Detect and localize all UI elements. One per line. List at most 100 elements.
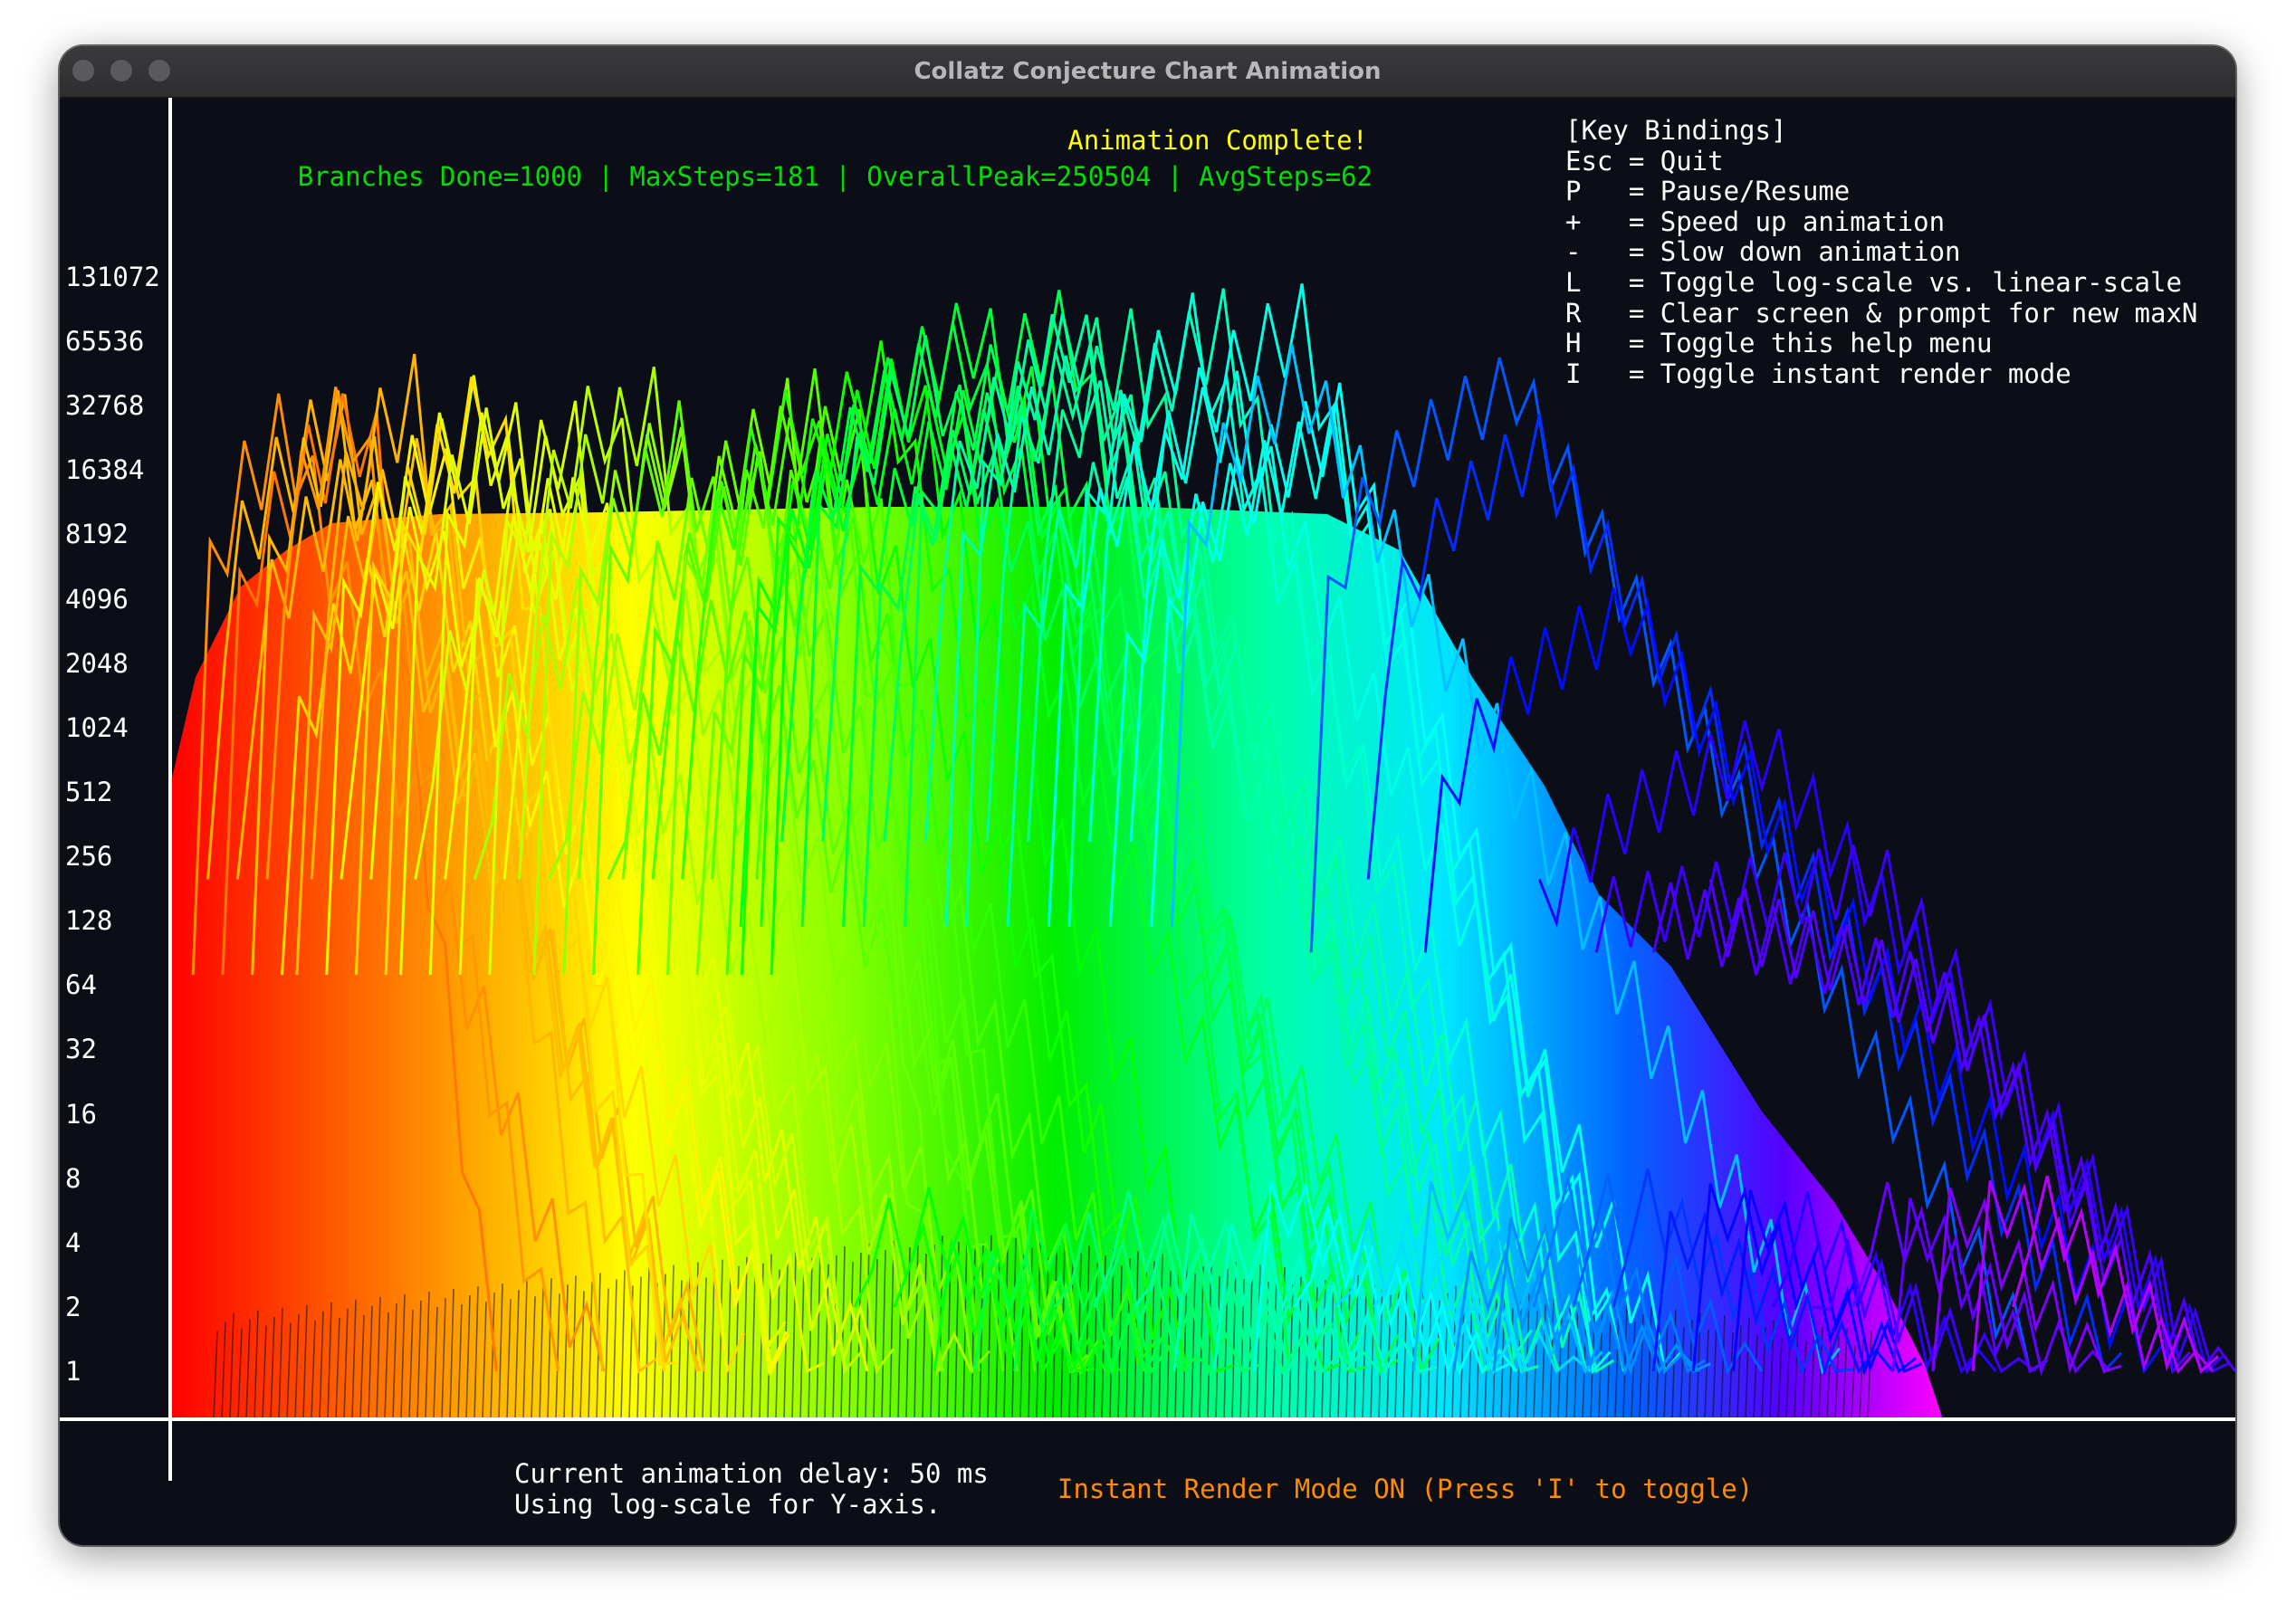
branch-line	[1412, 1180, 1603, 1375]
branch-line	[1651, 1210, 1895, 1377]
branch-line	[1772, 1191, 1997, 1375]
window-title: Collatz Conjecture Chart Animation	[914, 58, 1382, 85]
help-item-slow-down: - = Slow down animation	[1565, 236, 1961, 268]
branch-line	[354, 418, 666, 1372]
branch-line	[1088, 292, 1588, 1372]
branch-line	[1150, 382, 1632, 1372]
y-tick-label: 256	[65, 841, 113, 873]
stats-line: Branches Done=1000 | MaxSteps=181 | Over…	[297, 161, 1373, 192]
help-item-speed-up: + = Speed up animation	[1565, 205, 1946, 237]
branch-line	[740, 434, 1189, 1372]
help-item-instant: I = Toggle instant render mode	[1565, 358, 2071, 389]
y-tick-label: 16	[65, 1098, 97, 1130]
branch-line	[1851, 1181, 2111, 1377]
branch-line	[1373, 1212, 1530, 1376]
branch-line	[1813, 1238, 2037, 1376]
branch-line	[340, 506, 788, 1377]
y-tick-label: 1024	[65, 711, 129, 743]
branch-line	[1891, 1197, 2048, 1374]
branch-line	[1931, 1187, 2122, 1374]
help-item-log-scale: L = Toggle log-scale vs. linear-scale	[1565, 266, 2182, 298]
branch-line	[1452, 1248, 1711, 1376]
branch-line	[1423, 587, 2180, 1375]
canvas-area: 131072 65536 32768 16384 8192 4096 2048 1024 512…	[60, 98, 2235, 1545]
y-tick-label: 64	[65, 969, 97, 1001]
branch-line	[191, 393, 606, 1372]
branch-line	[2011, 1175, 2220, 1374]
branch-line	[295, 438, 657, 1374]
zoom-button[interactable]	[148, 60, 170, 81]
branch-line	[251, 390, 699, 1372]
branch-lines-layer	[191, 283, 2235, 1377]
branch-line	[1212, 1223, 1438, 1375]
y-tick-label: 2	[65, 1291, 81, 1322]
branch-line	[621, 440, 1019, 1372]
help-item-quit: Esc = Quit	[1565, 145, 1724, 177]
branch-line	[1006, 462, 1539, 1373]
branch-line	[1612, 1169, 1853, 1376]
instant-mode-text: Instant Render Mode ON (Press 'I' to tog…	[1057, 1474, 1754, 1504]
branch-line	[1572, 1173, 1764, 1375]
branch-line	[1053, 1211, 1261, 1376]
branch-line	[562, 423, 942, 1372]
animation-status: Animation Complete!	[1067, 125, 1368, 156]
y-tick-label: 128	[65, 905, 113, 937]
y-tick-label: 8192	[65, 519, 129, 550]
branch-line	[636, 454, 1085, 1372]
branch-line	[944, 355, 1615, 1374]
minimize-button[interactable]	[110, 60, 132, 81]
branch-line	[1492, 1217, 1700, 1376]
title-bar[interactable]: Collatz Conjecture Chart Animation	[60, 46, 2235, 99]
close-button[interactable]	[72, 60, 94, 81]
branch-line	[1594, 844, 2231, 1374]
y-tick-label: 65536	[65, 326, 145, 358]
branch-line	[488, 400, 782, 1352]
branch-line	[1293, 1207, 1518, 1377]
branch-line	[1133, 1212, 1358, 1377]
branch-line	[1172, 1213, 1381, 1374]
y-tick-label: 32768	[65, 390, 145, 422]
help-title: [Key Bindings]	[1565, 115, 1787, 146]
branch-line	[310, 353, 605, 1372]
branch-line	[428, 402, 825, 1374]
branch-line	[893, 1187, 1119, 1375]
branch-line	[221, 393, 498, 1372]
app-window: Collatz Conjecture Chart Animation	[60, 46, 2235, 1545]
branch-line	[1708, 879, 2191, 1375]
y-tick-label: 1	[65, 1356, 81, 1387]
collatz-chart	[60, 98, 2235, 1481]
branch-line	[1171, 344, 1841, 1375]
y-tick-label: 4096	[65, 583, 129, 615]
branch-line	[985, 348, 1502, 1374]
branch-line	[1651, 882, 2235, 1375]
branch-line	[1309, 357, 2048, 1374]
branch-line	[755, 406, 981, 1372]
branch-line	[725, 479, 1037, 1372]
y-tick-label: 131072	[65, 262, 160, 292]
branch-line	[518, 386, 863, 1375]
y-tick-label: 16384	[65, 454, 145, 486]
animation-delay-text: Current animation delay: 50 ms	[514, 1458, 989, 1489]
y-tick-label: 2048	[65, 647, 129, 679]
y-tick-label: 512	[65, 776, 113, 807]
branch-line	[1093, 1190, 1318, 1375]
branch-line	[532, 367, 895, 1375]
help-item-help: H = Toggle this help menu	[1565, 328, 1993, 359]
branch-line	[883, 392, 1400, 1377]
branch-line	[1732, 1189, 1923, 1374]
y-tick-label: 8	[65, 1162, 81, 1194]
branch-line	[1532, 1178, 1706, 1374]
branch-line	[399, 407, 847, 1372]
y-tick-label: 4	[65, 1226, 81, 1258]
branch-line	[904, 290, 1335, 1344]
branch-line	[1108, 406, 1625, 1372]
y-tick-label: 32	[65, 1034, 97, 1065]
help-menu: [Key Bindings] Esc = Quit P = Pause/Resu…	[1565, 115, 2198, 389]
branch-line	[821, 335, 1440, 1376]
branch-line	[1027, 308, 1458, 1372]
branch-line	[1047, 370, 1683, 1375]
branch-line	[853, 1197, 1095, 1375]
scale-mode-text: Using log-scale for Y-axis.	[514, 1489, 942, 1520]
branch-line	[933, 1239, 1124, 1376]
help-item-reset: R = Clear screen & prompt for new maxN	[1565, 297, 2198, 329]
